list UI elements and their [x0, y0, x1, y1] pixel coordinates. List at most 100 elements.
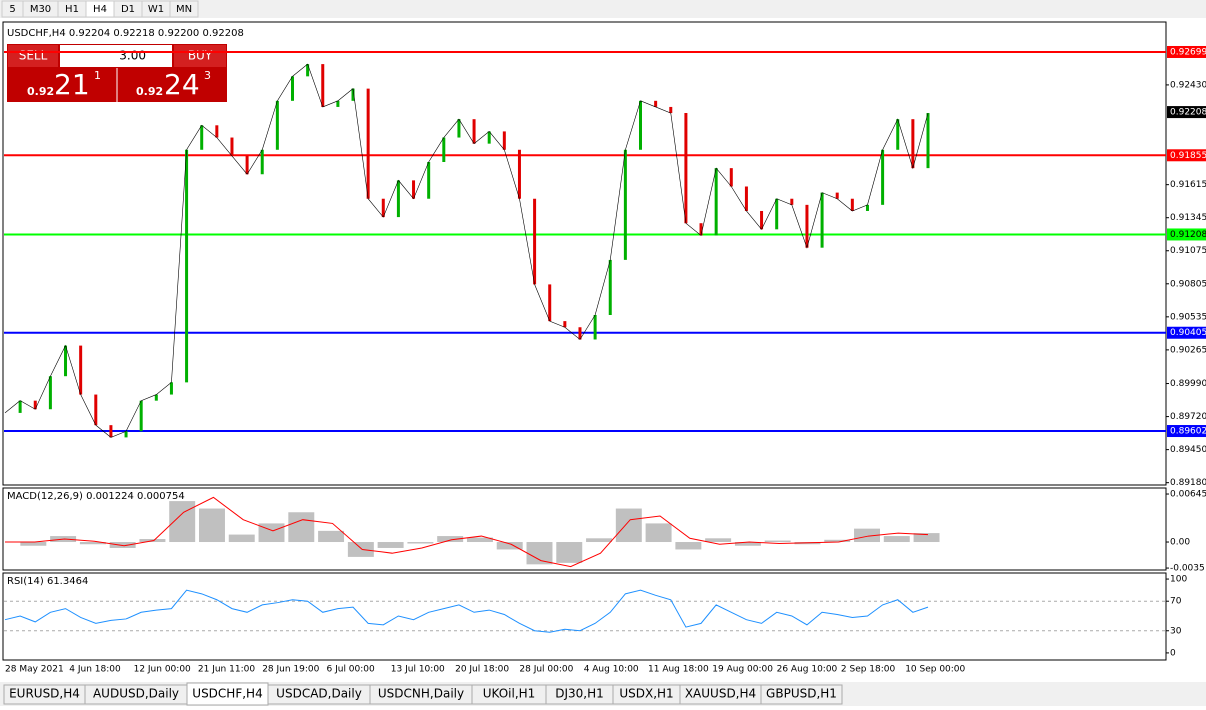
level-tag	[1167, 326, 1206, 339]
macd-bar	[109, 542, 136, 548]
timeframe-label[interactable]: 5	[9, 4, 15, 15]
toolbar-bg	[0, 0, 1206, 18]
level-label: 0.92699	[1170, 47, 1206, 57]
macd-bar	[556, 542, 583, 563]
trade-panel: SELL 3.00 BUY 0.92 21 1 0.92 24 3	[7, 44, 227, 102]
timeframe-label[interactable]: H4	[93, 4, 107, 15]
lots-value[interactable]: 3.00	[119, 49, 146, 63]
time-label: 28 Jun 19:00	[262, 665, 319, 675]
y-tick-label: 0.90535	[1170, 312, 1206, 322]
y-tick-label: 0.89990	[1170, 379, 1206, 389]
y-tick-label: 0.92430	[1170, 80, 1206, 90]
buy-label[interactable]: BUY	[188, 49, 213, 63]
timeframe-label[interactable]: W1	[148, 4, 164, 15]
macd-bar	[496, 542, 523, 550]
current-tag	[1167, 106, 1206, 119]
macd-bar	[824, 539, 851, 543]
macd-title: MACD(12,26,9) 0.001224 0.000754	[7, 491, 185, 502]
tab-label[interactable]: AUDUSD,Daily	[93, 687, 179, 701]
macd-bar	[466, 537, 493, 543]
timeframe-label[interactable]: M30	[30, 4, 51, 15]
time-label: 11 Aug 18:00	[648, 665, 709, 675]
macd-bar	[318, 530, 345, 543]
level-tag	[1167, 45, 1206, 58]
level-label: 0.91208	[1170, 230, 1206, 240]
buy-big: 0.92	[136, 85, 163, 98]
buy-pips: 24	[164, 68, 200, 101]
y-tick-label: 0	[1170, 648, 1176, 658]
time-label: 28 May 2021	[5, 665, 64, 675]
tab-label[interactable]: UKOil,H1	[483, 687, 536, 701]
level-tag	[1167, 228, 1206, 241]
price-line	[4, 63, 929, 438]
buy-button[interactable]	[174, 45, 226, 67]
signal-line	[5, 496, 929, 568]
sell-label[interactable]: SELL	[19, 49, 48, 63]
y-tick-label: 30	[1170, 626, 1182, 636]
macd-bar	[764, 540, 791, 543]
y-tick-label: 0.91345	[1170, 213, 1206, 223]
y-tick-label: 0.89720	[1170, 412, 1206, 422]
macd-bar	[883, 536, 910, 543]
y-tick-label: 0.90805	[1170, 279, 1206, 289]
y-tick-label: 0.91615	[1170, 180, 1206, 190]
sell-frac: 1	[94, 69, 101, 82]
buy-frac: 3	[204, 69, 211, 82]
rsi-pane	[2, 572, 1167, 661]
y-tick-label: 70	[1170, 597, 1182, 607]
rsi-line	[4, 589, 929, 633]
macd-bar	[258, 523, 285, 543]
timeframe-label[interactable]: MN	[176, 4, 192, 15]
sell-button[interactable]	[8, 45, 58, 67]
tab-label[interactable]: USDCNH,Daily	[378, 687, 464, 701]
macd-bar	[377, 542, 404, 548]
level-label: 0.90405	[1170, 328, 1206, 338]
time-label: 12 Jun 00:00	[134, 665, 191, 675]
y-tick-label: 0.91075	[1170, 246, 1206, 256]
time-label: 21 Jun 11:00	[198, 665, 255, 675]
sell-pips: 21	[54, 68, 90, 101]
macd-bar	[228, 534, 255, 543]
level-label: 0.91855	[1170, 151, 1206, 161]
time-label: 6 Jul 00:00	[327, 665, 376, 675]
macd-bar	[734, 542, 761, 546]
timeframe-label[interactable]: H1	[65, 4, 79, 15]
macd-bar	[198, 508, 225, 543]
level-label: 0.89602	[1170, 427, 1206, 437]
time-label: 28 Jul 00:00	[519, 665, 573, 675]
time-label: 10 Sep 00:00	[905, 665, 965, 675]
macd-bar	[407, 542, 434, 544]
time-label: 26 Aug 10:00	[777, 665, 838, 675]
macd-bar	[20, 542, 47, 546]
y-tick-label: 0.90265	[1170, 345, 1206, 355]
time-label: 2 Sep 18:00	[841, 665, 896, 675]
time-label: 4 Jun 18:00	[69, 665, 121, 675]
chart-title: USDCHF,H4 0.92204 0.92218 0.92200 0.9220…	[7, 28, 244, 39]
macd-bar	[586, 538, 613, 543]
level-tag	[1167, 149, 1206, 162]
macd-bar	[526, 542, 553, 565]
tab-label[interactable]: USDCAD,Daily	[276, 687, 362, 701]
lots-input[interactable]	[60, 45, 172, 67]
y-tick-label: -0.0035	[1170, 564, 1205, 574]
tab-label[interactable]: DJ30,H1	[555, 687, 604, 701]
time-label: 4 Aug 10:00	[584, 665, 639, 675]
y-tick-label: 0.006451	[1170, 490, 1206, 500]
y-tick-label: 0.00	[1170, 538, 1190, 548]
tab-label[interactable]: XAUUSD,H4	[685, 687, 756, 701]
macd-bar	[675, 542, 702, 550]
macd-bar	[705, 538, 732, 543]
tab-label[interactable]: USDX,H1	[619, 687, 673, 701]
tab-label[interactable]: GBPUSD,H1	[766, 687, 837, 701]
timeframe-button[interactable]	[169, 0, 199, 18]
level-tag	[1167, 425, 1206, 438]
macd-bar	[79, 542, 106, 545]
tab-label[interactable]: USDCHF,H4	[192, 687, 262, 701]
tab-label[interactable]: EURUSD,H4	[9, 687, 80, 701]
timeframe-label[interactable]: D1	[121, 4, 135, 15]
time-label: 19 Aug 00:00	[712, 665, 773, 675]
tab[interactable]	[760, 684, 843, 705]
y-tick-label: 100	[1170, 575, 1187, 585]
y-tick-label: 0.89450	[1170, 445, 1206, 455]
